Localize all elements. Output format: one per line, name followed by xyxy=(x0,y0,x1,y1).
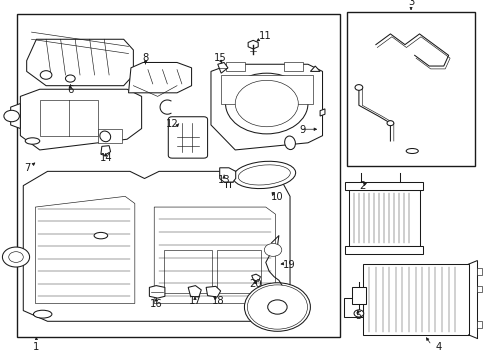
Polygon shape xyxy=(251,274,260,281)
Bar xyxy=(476,268,481,275)
Polygon shape xyxy=(23,171,289,321)
Polygon shape xyxy=(217,62,227,73)
Text: 6: 6 xyxy=(67,85,74,95)
Polygon shape xyxy=(20,89,141,150)
Bar xyxy=(40,100,98,136)
Bar xyxy=(217,250,260,293)
Ellipse shape xyxy=(33,310,52,318)
Circle shape xyxy=(247,285,307,329)
Ellipse shape xyxy=(238,165,290,185)
Circle shape xyxy=(40,71,52,79)
Text: 14: 14 xyxy=(99,153,112,163)
Circle shape xyxy=(244,283,310,331)
Bar xyxy=(225,62,244,71)
Text: 10: 10 xyxy=(271,192,283,202)
Circle shape xyxy=(9,252,23,262)
Text: 2: 2 xyxy=(359,181,365,191)
Text: 8: 8 xyxy=(142,53,148,63)
Polygon shape xyxy=(35,196,135,303)
Text: 7: 7 xyxy=(24,163,30,173)
Polygon shape xyxy=(319,109,324,116)
Text: 16: 16 xyxy=(150,299,162,309)
Text: 17: 17 xyxy=(188,296,201,306)
Ellipse shape xyxy=(100,131,110,142)
Bar xyxy=(98,129,122,143)
Ellipse shape xyxy=(94,232,107,239)
Polygon shape xyxy=(248,40,257,49)
Text: 13: 13 xyxy=(217,175,230,185)
Polygon shape xyxy=(149,286,165,298)
Ellipse shape xyxy=(405,149,417,154)
Bar xyxy=(476,321,481,328)
Bar xyxy=(345,246,423,254)
Circle shape xyxy=(264,243,281,256)
Circle shape xyxy=(2,247,30,267)
Bar xyxy=(164,250,212,293)
Circle shape xyxy=(386,121,393,126)
Polygon shape xyxy=(11,104,20,129)
Bar xyxy=(17,14,339,337)
Text: 15: 15 xyxy=(214,53,227,63)
Bar xyxy=(344,298,362,317)
Polygon shape xyxy=(188,286,201,297)
Circle shape xyxy=(65,75,75,82)
Text: 18: 18 xyxy=(212,296,224,306)
Ellipse shape xyxy=(232,161,295,188)
Bar xyxy=(351,287,365,304)
Polygon shape xyxy=(128,62,191,93)
Text: 19: 19 xyxy=(282,260,295,270)
Text: 12: 12 xyxy=(166,119,178,129)
Polygon shape xyxy=(101,146,110,155)
Polygon shape xyxy=(211,64,322,150)
Circle shape xyxy=(4,110,19,122)
Bar xyxy=(220,75,312,104)
Text: 20: 20 xyxy=(248,279,261,289)
Circle shape xyxy=(267,300,287,314)
Ellipse shape xyxy=(25,138,40,144)
Circle shape xyxy=(353,310,363,317)
Text: 5: 5 xyxy=(354,311,361,321)
Text: 11: 11 xyxy=(258,31,271,41)
Bar xyxy=(283,62,302,71)
Text: 1: 1 xyxy=(33,342,40,352)
Circle shape xyxy=(354,85,362,90)
Text: 3: 3 xyxy=(407,0,413,7)
Polygon shape xyxy=(206,286,220,297)
Bar xyxy=(362,264,468,335)
Polygon shape xyxy=(154,207,275,303)
Circle shape xyxy=(225,73,307,134)
Bar xyxy=(476,286,481,292)
Bar xyxy=(348,190,419,246)
Text: 9: 9 xyxy=(299,125,305,135)
FancyBboxPatch shape xyxy=(168,117,207,158)
Bar xyxy=(345,182,423,190)
Text: 4: 4 xyxy=(435,342,441,352)
Polygon shape xyxy=(310,66,319,71)
Polygon shape xyxy=(219,168,235,182)
Polygon shape xyxy=(27,39,133,86)
Ellipse shape xyxy=(284,136,295,150)
Bar xyxy=(346,12,474,166)
Circle shape xyxy=(235,80,298,127)
